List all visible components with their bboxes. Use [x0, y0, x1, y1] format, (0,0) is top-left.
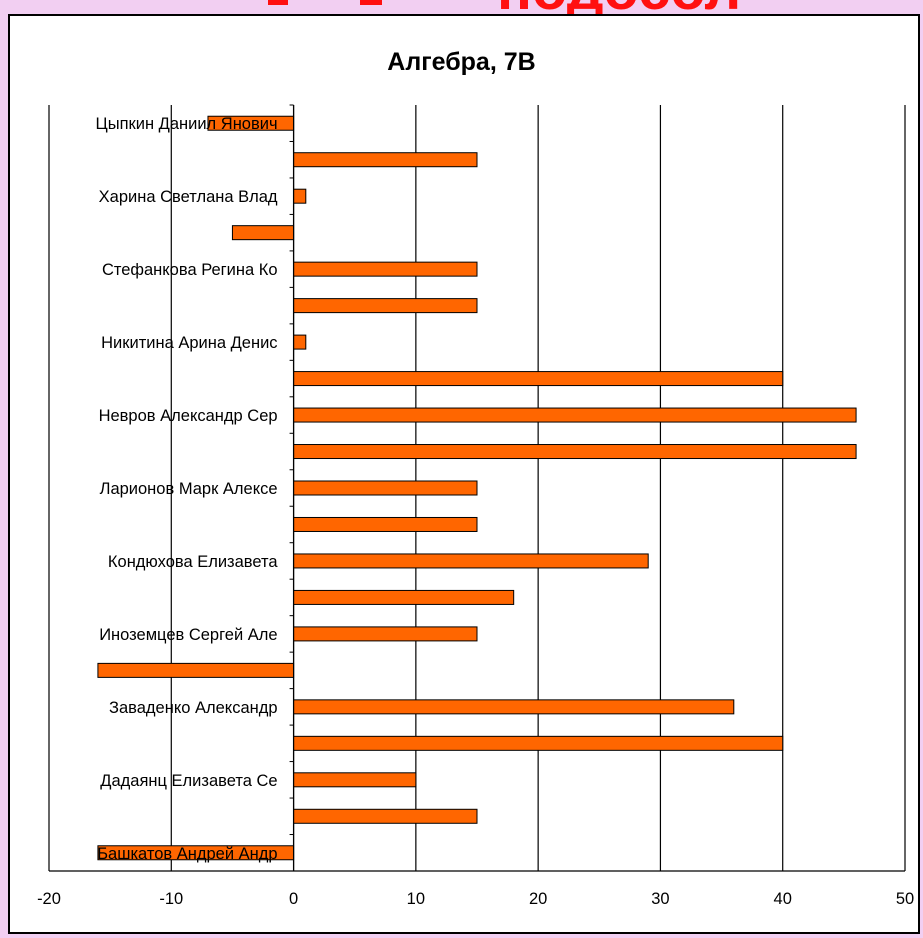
banner: подосол: [0, 0, 923, 14]
category-label: Никитина Арина Денис: [101, 334, 277, 352]
bar: [293, 516, 478, 532]
x-tick-label: -10: [159, 890, 183, 908]
x-tick-label: 20: [529, 890, 547, 908]
chart-frame: [8, 14, 920, 934]
bar: [293, 626, 478, 642]
x-tick-label: 50: [896, 890, 914, 908]
bar: [293, 553, 649, 569]
bar: [293, 188, 307, 204]
bar: [293, 735, 784, 751]
x-tick-label: 30: [651, 890, 669, 908]
category-label: Харина Светлана Влад: [99, 188, 278, 206]
category-label: Стефанкова Регина Ко: [102, 261, 278, 279]
bar: [293, 261, 478, 277]
label-layer: -20 -10 0 10 20 30 40 50 Цыпкин Даниил Янович Хар…: [37, 115, 914, 908]
category-label: Иноземцев Сергей Але: [99, 626, 277, 644]
chart-title: Алгебра, 7В: [387, 48, 536, 76]
bar: [293, 298, 478, 314]
bar: [293, 334, 307, 350]
category-label: Башкатов Андрей Андр: [97, 845, 277, 863]
bar: [293, 152, 478, 168]
bar: [293, 808, 478, 824]
category-label: Дадаянц Елизавета Се: [100, 772, 277, 790]
bar: [293, 699, 735, 715]
x-tick-label: 40: [774, 890, 792, 908]
x-tick-label: -20: [37, 890, 61, 908]
bar: [97, 662, 295, 678]
category-label: Цыпкин Даниил Янович: [96, 115, 278, 133]
banner-accent-left: [268, 0, 288, 5]
bar: [293, 407, 857, 423]
banner-accent-mid: [360, 0, 382, 5]
bar: [293, 371, 784, 387]
category-label: Невров Александр Сер: [99, 407, 278, 425]
bar-layer: [97, 115, 857, 861]
category-label: Кондюхова Елизавета: [108, 553, 278, 571]
category-label: Заваденко Александр: [109, 699, 278, 717]
bar: [293, 772, 417, 788]
bar: [293, 589, 515, 605]
bar: [293, 444, 857, 460]
banner-title: подосол: [497, 0, 741, 14]
x-tick-label: 10: [407, 890, 425, 908]
category-label: Ларионов Марк Алексе: [100, 480, 278, 498]
axis-layer: [49, 104, 905, 872]
bar: [231, 225, 295, 241]
bar: [293, 480, 478, 496]
x-tick-label: 0: [289, 890, 298, 908]
